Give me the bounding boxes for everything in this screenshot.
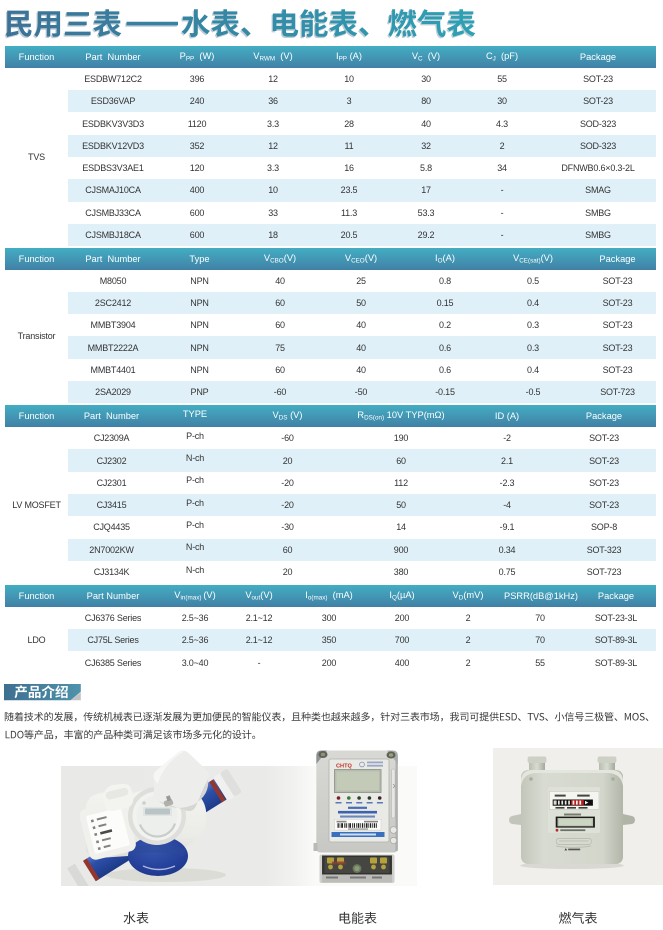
svg-text:CHTQ: CHTQ: [336, 764, 352, 770]
